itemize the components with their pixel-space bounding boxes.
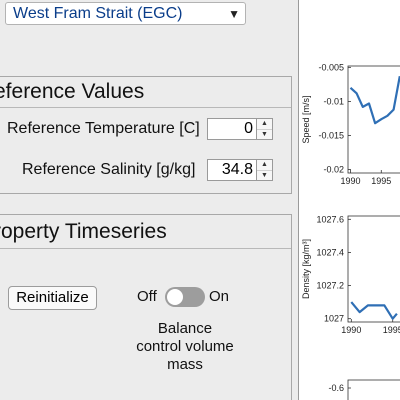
y-tick-label: 1027.4	[316, 247, 344, 257]
reference-temperature-input[interactable]: 0	[207, 118, 257, 140]
x-tick-label: 1995	[383, 325, 400, 335]
x-tick-label: 1995	[371, 176, 391, 186]
panel-title-property-timeseries: roperty Timeseries	[0, 215, 291, 248]
increment-arrow-icon[interactable]: ▲	[257, 160, 272, 170]
y-axis-label: Density [kg/m³]	[301, 239, 311, 299]
y-tick-label: 1027.2	[316, 281, 344, 291]
y-tick-label: -0.6	[328, 383, 344, 393]
region-dropdown[interactable]: West Fram Strait (EGC) ▼	[5, 2, 246, 25]
switch-off-label: Off	[137, 288, 157, 305]
y-tick-label: -0.01	[323, 96, 344, 106]
y-tick-label: -0.015	[318, 131, 344, 141]
toggle-knob[interactable]	[167, 289, 183, 305]
decrement-arrow-icon[interactable]: ▼	[257, 129, 272, 140]
y-tick-label: -0.005	[318, 62, 344, 72]
reference-salinity-spinner[interactable]: 34.8 ▲ ▼	[207, 159, 273, 181]
reinitialize-button[interactable]: Reinitialize	[8, 286, 97, 310]
x-tick-label: 1990	[341, 325, 361, 335]
balance-label-line-3: mass	[115, 356, 255, 374]
panel-divider	[0, 107, 291, 108]
plot-axes-box	[348, 380, 400, 400]
y-tick-label: 1027	[324, 314, 344, 324]
y-axis-label: Speed [m/s]	[301, 95, 311, 143]
balance-label-line-2: control volume	[115, 338, 255, 356]
region-dropdown-value: West Fram Strait (EGC)	[13, 5, 183, 23]
plots-area: -0.005 -0.01 -0.015 -0.02 1990 1995 Speed [m/s…	[298, 0, 400, 400]
balance-mass-toggle[interactable]	[165, 287, 205, 307]
balance-control-volume-label: Balance control volume mass	[115, 320, 255, 374]
panel-title-reference-values: eference Values	[0, 77, 291, 107]
reference-temperature-spinner[interactable]: 0 ▲ ▼	[207, 118, 273, 140]
y-tick-label: 1027.6	[316, 214, 344, 224]
y-tick-label: -0.02	[323, 165, 344, 175]
reference-salinity-input[interactable]: 34.8	[207, 159, 257, 181]
reference-temperature-label: Reference Temperature [C]	[7, 120, 200, 138]
decrement-arrow-icon[interactable]: ▼	[257, 170, 272, 181]
chevron-down-icon[interactable]: ▼	[228, 7, 240, 21]
switch-on-label: On	[209, 288, 229, 305]
x-tick-label: 1990	[340, 176, 360, 186]
reference-salinity-label: Reference Salinity [g/kg]	[22, 161, 195, 179]
balance-label-line-1: Balance	[115, 320, 255, 338]
increment-arrow-icon[interactable]: ▲	[257, 119, 272, 129]
control-panel: West Fram Strait (EGC) ▼ eference Values…	[0, 0, 298, 400]
reference-temperature-stepper[interactable]: ▲ ▼	[257, 118, 273, 140]
panel-divider	[0, 248, 291, 249]
reference-salinity-stepper[interactable]: ▲ ▼	[257, 159, 273, 181]
